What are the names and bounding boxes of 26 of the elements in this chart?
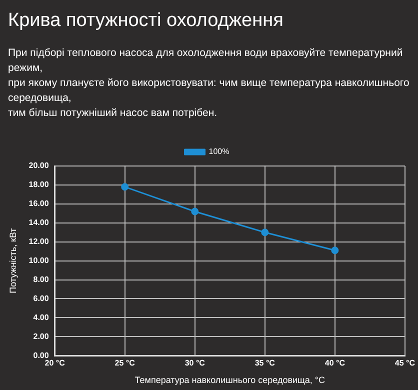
point <box>331 246 339 254</box>
x-tick-label: 25 °C <box>114 358 136 368</box>
y-axis-title: Потужність, кВт <box>8 228 18 294</box>
y-tick-label: 12.00 <box>28 237 50 246</box>
x-tick-label: 30 °C <box>184 358 206 368</box>
point <box>121 183 129 191</box>
y-tick-label: 20.00 <box>28 161 50 170</box>
chart-subtitle: При підборі теплового насоса для охолодження води враховуйте температурний режим, при якому плануєте його використовувати: чим вище температура навколишнього середовища, тим більш потужніший насос вам потрібен. <box>8 46 410 121</box>
x-tick-label: 35 °C <box>254 358 276 368</box>
point <box>261 228 269 236</box>
x-tick-label: 20 °C <box>44 358 66 368</box>
y-tick-label: 4.00 <box>33 312 50 322</box>
y-tick-label: 0.00 <box>33 350 50 360</box>
chart-title: Крива потужності охолодження <box>8 10 284 32</box>
y-tick-label: 2.00 <box>33 332 50 341</box>
y-tick-label: 10.00 <box>28 256 50 266</box>
point <box>191 208 199 216</box>
x-tick-label: 45 °C <box>394 358 416 368</box>
legend-label: 100% <box>208 147 230 156</box>
y-tick-label: 16.00 <box>28 199 50 208</box>
x-axis-title: Температура навколишнього середовища, °C <box>134 375 326 386</box>
y-tick-label: 6.00 <box>33 294 50 303</box>
y-tick-label: 8.00 <box>33 274 50 284</box>
x-tick-label: 40 °C <box>324 358 346 368</box>
y-tick-label: 18.00 <box>28 180 50 190</box>
y-tick-label: 14.00 <box>28 218 50 228</box>
